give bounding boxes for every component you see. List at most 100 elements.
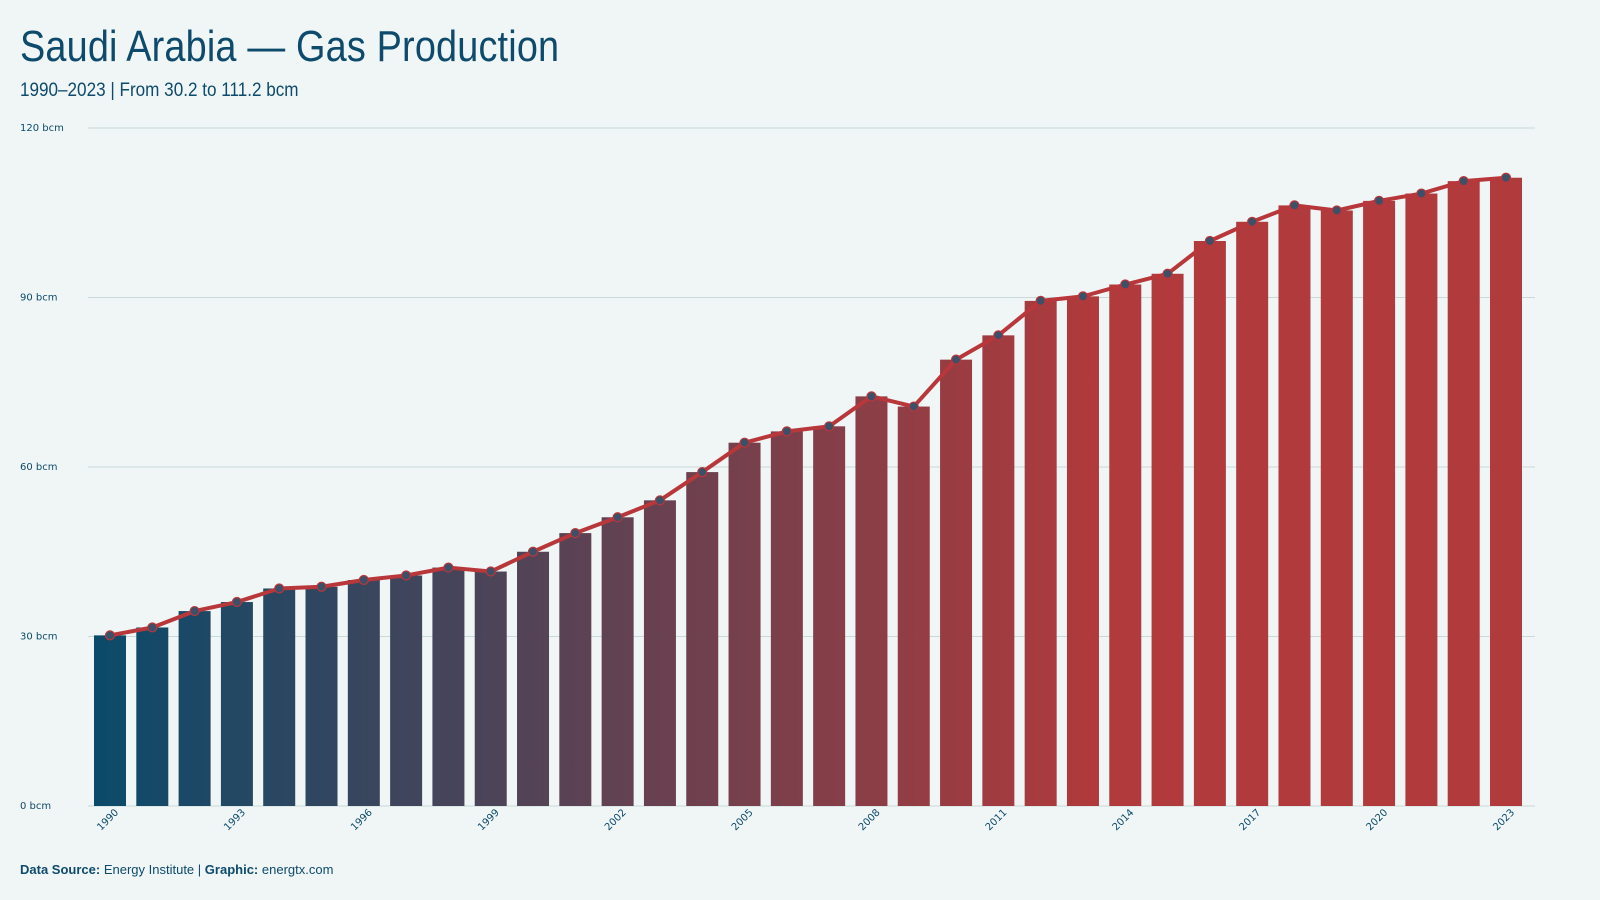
x-tick-label: 2020	[1364, 807, 1390, 833]
bar	[855, 396, 888, 806]
x-tick-label: 2023	[1491, 807, 1517, 833]
y-tick-label: 120 bcm	[20, 123, 64, 134]
data-point	[316, 581, 327, 592]
data-point	[1331, 205, 1342, 216]
data-point	[739, 437, 750, 448]
bar	[220, 602, 253, 806]
data-point	[147, 622, 158, 633]
data-point	[104, 630, 116, 641]
bar	[813, 426, 846, 806]
bar	[686, 472, 719, 806]
bar	[1447, 181, 1480, 807]
bar	[1320, 210, 1353, 807]
footer-separator: |	[197, 862, 202, 877]
data-point	[781, 426, 792, 437]
bar	[601, 517, 634, 806]
graphic-value: energtx.com	[261, 862, 334, 877]
y-tick-label: 0 bcm	[20, 801, 51, 812]
bar	[94, 635, 126, 806]
bar	[178, 611, 211, 806]
trend-line	[108, 175, 1508, 638]
bar	[1363, 200, 1396, 806]
data-point	[1289, 200, 1300, 211]
bar	[643, 500, 676, 806]
data-point	[527, 546, 539, 557]
bar	[1066, 296, 1099, 806]
x-tick-label: 2002	[603, 807, 629, 833]
x-tick-label: 1990	[95, 807, 121, 833]
data-point	[570, 528, 581, 539]
data-point	[1077, 291, 1089, 302]
bar	[559, 533, 592, 806]
bar	[1193, 241, 1226, 806]
bar	[1109, 284, 1142, 806]
data-point	[231, 596, 243, 608]
bar	[347, 580, 380, 806]
bar	[982, 335, 1015, 806]
x-tick-label: 1996	[349, 807, 375, 833]
bar	[1151, 273, 1184, 806]
data-point	[189, 605, 200, 617]
data-point	[1162, 268, 1173, 279]
x-tick-label: 2011	[984, 807, 1010, 833]
data-point	[908, 401, 919, 412]
bar	[136, 627, 169, 806]
x-tick-label: 2017	[1238, 807, 1264, 833]
bar	[517, 551, 550, 806]
source-value: Energy Institute	[103, 862, 195, 877]
graphic-label: Graphic:	[204, 862, 259, 877]
x-tick-label: 1999	[476, 807, 502, 833]
bar	[305, 586, 338, 806]
data-point	[697, 466, 708, 478]
data-point	[1247, 216, 1258, 227]
bar	[390, 575, 423, 806]
data-point	[1373, 195, 1385, 206]
data-point	[950, 354, 962, 365]
bar	[728, 442, 761, 806]
data-point	[274, 583, 285, 594]
data-point	[612, 512, 623, 523]
bar	[1490, 177, 1522, 807]
data-point-markers	[104, 172, 1512, 641]
footer-credits: Data Source: Energy Institute | Graphic:…	[20, 862, 333, 877]
bar	[1236, 221, 1269, 807]
source-label: Data Source:	[20, 862, 101, 877]
data-point	[443, 562, 454, 573]
bar	[474, 571, 507, 806]
data-point	[1458, 176, 1469, 187]
bar	[1024, 300, 1057, 806]
x-tick-label: 2005	[730, 807, 756, 833]
trend-line-path	[108, 175, 1508, 638]
data-point	[1500, 172, 1512, 183]
x-tick-label: 2008	[857, 807, 883, 833]
data-point	[358, 574, 369, 586]
gridlines	[88, 127, 1535, 807]
bar	[940, 359, 973, 806]
chart-subtitle: 1990–2023 | From 30.2 to 111.2 bcm	[20, 80, 299, 101]
bars	[94, 177, 1522, 807]
data-point	[485, 566, 496, 577]
y-tick-label: 60 bcm	[20, 462, 58, 473]
chart-title: Saudi Arabia — Gas Production	[20, 22, 560, 71]
bar	[897, 406, 930, 806]
x-tick-label: 1993	[222, 807, 248, 833]
x-axis-tick-labels: 1990 1993 1996 1999 2002 2005 2008 2011 2014 2017…	[95, 807, 1517, 833]
y-tick-label: 90 bcm	[20, 293, 58, 304]
bar	[263, 588, 296, 806]
data-point	[1204, 235, 1215, 247]
data-point	[654, 495, 666, 506]
x-tick-label: 2014	[1111, 807, 1137, 833]
data-point	[1035, 295, 1046, 306]
data-point	[824, 421, 835, 432]
data-point	[401, 570, 412, 581]
bar	[432, 567, 465, 806]
y-axis-tick-labels: 0 bcm 30 bcm 60 bcm 90 bcm 120 bcm	[20, 123, 64, 812]
bar	[1405, 193, 1438, 807]
y-tick-label: 30 bcm	[20, 632, 58, 643]
bar	[770, 431, 803, 806]
data-point	[1120, 279, 1131, 290]
data-point	[993, 330, 1004, 341]
bar	[1278, 205, 1311, 806]
data-point	[866, 391, 877, 402]
